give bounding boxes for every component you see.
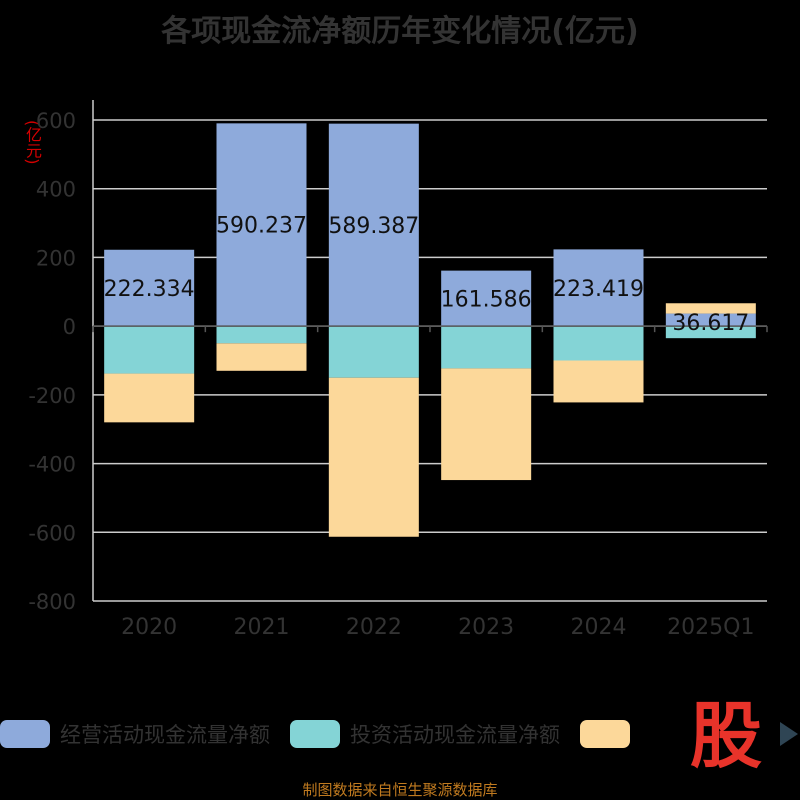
logo: 股 (690, 694, 763, 778)
chart-title: 各项现金流净额历年变化情况(亿元) (161, 14, 639, 49)
legend-next-arrow-icon[interactable] (780, 722, 798, 746)
legend-item-financing[interactable] (580, 720, 640, 748)
legend-item-operating[interactable]: 经营活动现金流量净额 (0, 719, 270, 749)
legend-label-operating: 经营活动现金流量净额 (60, 723, 270, 747)
data-label: 223.419 (553, 277, 644, 302)
legend-swatch-financing (580, 720, 630, 748)
legend-swatch-investing (290, 720, 340, 748)
legend-item-investing[interactable]: 投资活动现金流量净额 (290, 719, 560, 749)
bar-operating (665, 313, 756, 327)
y-tick-label: -400 (28, 453, 76, 477)
bar-investing (104, 326, 195, 374)
bar-operating (441, 270, 532, 327)
bar-investing (216, 326, 307, 344)
source-note: 制图数据来自恒生聚源数据库 (302, 781, 498, 799)
y-tick-label: 400 (36, 178, 76, 202)
bar-investing (441, 326, 532, 369)
y-axis-unit: (亿元) (23, 120, 42, 165)
data-label: 161.586 (441, 287, 532, 312)
bar-operating (328, 123, 419, 327)
bar-operating (104, 249, 195, 327)
y-tick-label: 0 (63, 315, 76, 339)
x-tick-label: 2022 (346, 615, 402, 640)
bar-operating (553, 249, 644, 327)
bar-financing (665, 303, 756, 314)
legend-label-investing: 投资活动现金流量净额 (350, 723, 560, 747)
y-tick-label: -800 (28, 590, 76, 614)
bar-financing (328, 377, 419, 537)
bar-investing (328, 326, 419, 378)
data-label: 590.237 (216, 214, 307, 239)
data-label: 36.617 (672, 311, 749, 336)
bar-financing (553, 360, 644, 403)
y-tick-label: 600 (36, 109, 76, 133)
legend-swatch-operating (0, 720, 50, 748)
legend[interactable]: 经营活动现金流量净额 投资活动现金流量净额 (0, 716, 660, 752)
x-tick-label: 2021 (234, 615, 290, 640)
y-tick-label: -600 (28, 521, 76, 545)
x-tick-label: 2020 (121, 615, 177, 640)
bar-financing (216, 343, 307, 371)
bar-investing (665, 326, 756, 339)
bar-financing (104, 373, 195, 423)
data-label: 589.387 (328, 214, 419, 239)
x-tick-label: 2024 (571, 615, 627, 640)
bar-investing (553, 326, 644, 361)
y-tick-label: 200 (36, 246, 76, 270)
bar-operating (216, 123, 307, 327)
data-label: 222.334 (104, 277, 195, 302)
y-tick-label: -200 (28, 384, 76, 408)
bar-financing (441, 368, 532, 481)
x-tick-label: 2025Q1 (667, 615, 754, 640)
x-tick-label: 2023 (458, 615, 514, 640)
